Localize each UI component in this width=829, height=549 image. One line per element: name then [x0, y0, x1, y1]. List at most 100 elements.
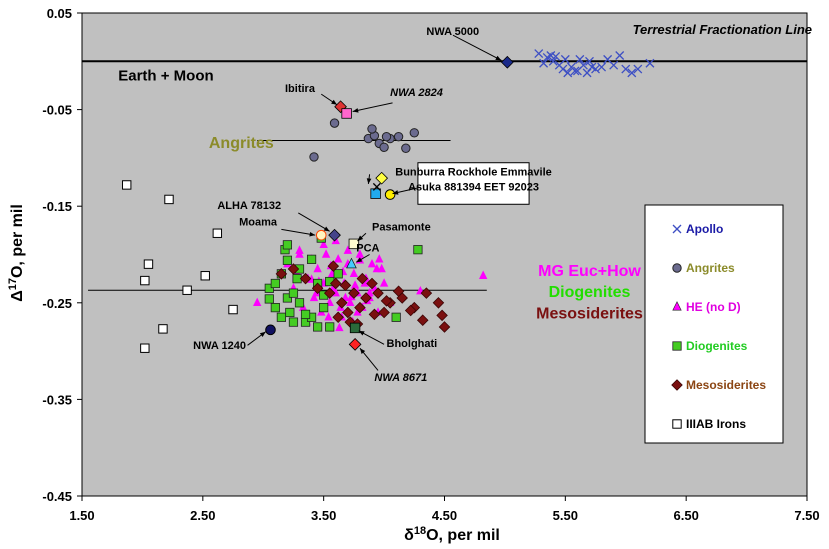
legend-marker-mesosiderites [671, 379, 683, 391]
mesosiderites-point [332, 311, 344, 324]
mesosiderites-point [356, 272, 369, 285]
region-label: Diogenites [549, 284, 631, 301]
mesosiderites-point [378, 306, 390, 319]
legend-label-diogenites: Diogenites [686, 339, 748, 353]
annotation-label: Pasamonte [372, 221, 431, 233]
angrites-point [401, 143, 411, 153]
apollo-point [615, 51, 625, 60]
diogenites-point [294, 298, 305, 308]
he-no-d-point [379, 278, 389, 287]
y-tick-label: -0.45 [42, 489, 72, 504]
mesosiderites-point [366, 277, 378, 290]
annotation-arrowhead [357, 235, 364, 241]
he-no-d-point [360, 278, 369, 287]
annotation-arrowhead [323, 226, 330, 232]
named-points [265, 55, 514, 351]
diogenites-point [306, 254, 317, 264]
mesosiderites-point [380, 295, 393, 307]
apollo-point [560, 54, 570, 64]
annotation-arrowhead [309, 231, 316, 237]
annotation-label: Asuka 881394 EET 92023 [408, 182, 539, 194]
mesosiderites-point [436, 309, 448, 322]
he-no-d-point [313, 263, 322, 273]
angrites-point [379, 142, 389, 152]
nwa-5000-point [500, 55, 514, 69]
angrites-point [367, 124, 377, 134]
he-no-d-point [355, 249, 365, 258]
x-tick-label: 1.50 [69, 508, 94, 523]
he-no-d-point [309, 292, 319, 302]
he-no-d-point [319, 239, 328, 249]
he-no-d-point [295, 245, 304, 254]
diogenites-point [270, 303, 280, 313]
legend-marker-angrites [672, 263, 682, 273]
moama-point [315, 229, 327, 241]
annotation-label: NWA 8671 [374, 372, 427, 384]
annotation-label: Ibitira [285, 83, 316, 95]
x-axis-title: δ18O, per mil [404, 525, 500, 544]
diogenites-point [300, 309, 311, 319]
iiiab-irons-point [182, 285, 192, 295]
diogenites-point [391, 312, 401, 322]
mesosiderites-point [339, 279, 352, 292]
legend-label-angrites: Angrites [686, 261, 735, 275]
mesosiderites-point [416, 314, 429, 326]
annotation-label: Bunburra Rockhole Emmavile [395, 166, 552, 178]
axis-ticks: 1.50 2.50 3.50 4.50 5.50 6.50 7.50 0.05 -0.05 -0.… [42, 6, 819, 523]
angrites-point [309, 152, 319, 162]
iiiab-irons-point [140, 343, 150, 353]
y-tick-label: 0.05 [47, 6, 72, 21]
diogenites-point [333, 269, 343, 279]
apollo-point [609, 60, 619, 70]
diogenites-point [282, 240, 293, 250]
x-tick-label: 5.50 [553, 508, 578, 523]
apollo-point [570, 66, 580, 76]
mesosiderites-point [348, 287, 360, 299]
angrites-point [381, 131, 392, 142]
apollo-point [582, 68, 592, 78]
diogenites-point [264, 294, 274, 304]
annotation-arrowhead [259, 331, 266, 337]
mesosiderites-point [311, 282, 324, 295]
legend-entries: Apollo Angrites HE (no D) Diogenites Mesosid… [671, 222, 766, 431]
x-tick-label: 2.50 [190, 508, 215, 523]
annotations: NWA 5000 Ibitira NWA 2824 Bunburra Rockhole… [193, 26, 552, 384]
annotation-arrow-line [452, 34, 502, 61]
legend-marker-apollo [672, 224, 682, 234]
legend-marker-he-no-d [672, 301, 682, 311]
iiiab-irons-point [122, 180, 132, 190]
mesosiderites-point [275, 268, 288, 280]
legend-label-apollo: Apollo [686, 222, 723, 236]
terrestrial-line-label: Terrestrial Fractionation Line [633, 22, 812, 37]
pca-point [346, 257, 357, 269]
diogenites-point [276, 312, 286, 322]
mesosiderites-point [368, 308, 381, 321]
mesosiderites-point [432, 297, 445, 309]
annotation-arrowhead [331, 99, 337, 105]
annotation-arrowhead [366, 178, 372, 184]
apollo-point [587, 62, 597, 72]
region-label: Mesosiderites [536, 305, 643, 322]
apollo-point [645, 58, 655, 68]
annotation-label: NWA 2824 [390, 87, 443, 99]
mesosiderites-point [336, 297, 348, 309]
he-no-d-point [253, 297, 262, 306]
annotation-arrowhead [352, 108, 359, 113]
x-tick-label: 7.50 [794, 508, 819, 523]
annotation-arrow-line [298, 212, 330, 232]
annotation-label: ALHA 78132 [217, 200, 281, 212]
he-no-d-point [353, 307, 362, 316]
apollo-point [597, 62, 607, 72]
bunburra-rockhole-point [375, 171, 389, 185]
diogenites-point [288, 317, 299, 327]
angrites-point [393, 131, 404, 142]
y-tick-label: -0.05 [42, 103, 72, 118]
apollo-point [558, 64, 568, 74]
mesosiderites-point [354, 301, 366, 314]
apollo-point [534, 49, 544, 59]
diogenites-point [313, 322, 323, 332]
legend-label-mesosiderites: Mesosiderites [686, 378, 766, 392]
annotation-label: PCA [356, 243, 379, 255]
angrites-point [329, 118, 340, 128]
